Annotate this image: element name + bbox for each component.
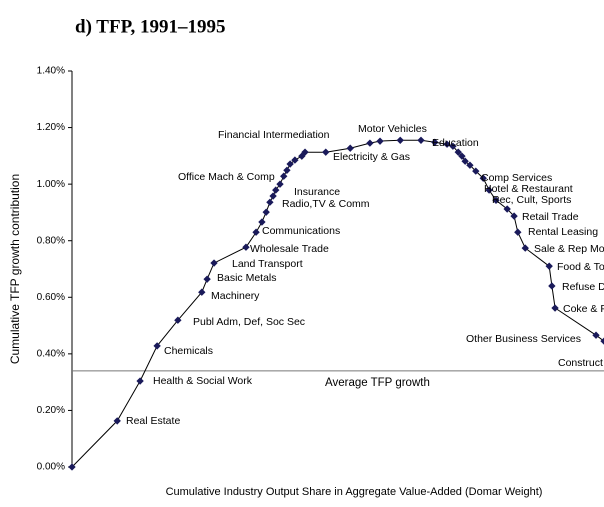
annotation: Chemicals <box>164 345 213 357</box>
annotation: Electricity & Gas <box>333 151 410 163</box>
annotation: Basic Metals <box>217 272 277 284</box>
annotation: Other Business Services <box>466 333 581 345</box>
annotation: Rental Leasing <box>528 226 598 238</box>
annotation: Insurance <box>294 186 340 198</box>
point <box>174 316 182 324</box>
point <box>376 137 384 145</box>
point <box>366 139 374 147</box>
point <box>203 275 211 283</box>
point <box>242 243 250 251</box>
point <box>503 205 511 213</box>
annotation: Machinery <box>211 290 260 302</box>
point <box>458 152 466 160</box>
point <box>510 212 518 220</box>
point <box>276 180 284 188</box>
point <box>262 208 270 216</box>
point <box>545 262 553 270</box>
annotation: Sale & Rep Motor V <box>534 243 604 255</box>
annotation: Hotel & Restaurant <box>484 183 573 195</box>
y-tick-label: 0.40% <box>37 348 65 359</box>
point <box>346 144 354 152</box>
point <box>600 337 604 345</box>
point <box>210 259 218 267</box>
annotation: Motor Vehicles <box>358 123 427 135</box>
y-axis-label: Cumulative TFP growth contribution <box>8 174 22 364</box>
point <box>396 136 404 144</box>
average-label: Average TFP growth <box>325 377 430 389</box>
y-tick-label: 0.80% <box>37 235 65 246</box>
y-tick-label: 1.40% <box>37 66 65 77</box>
point <box>322 148 330 156</box>
point <box>592 331 600 339</box>
y-tick-label: 1.20% <box>37 122 65 133</box>
annotation: Radio,TV & Comm <box>282 198 370 210</box>
y-tick-label: 0.60% <box>37 292 65 303</box>
point <box>283 166 291 174</box>
point <box>266 198 274 206</box>
point <box>492 196 500 204</box>
y-tick-label: 1.00% <box>37 179 65 190</box>
y-tick-label: 0.20% <box>37 405 65 416</box>
annotation: Refuse Disp <box>562 281 604 293</box>
point <box>269 192 277 200</box>
annotation: Wholesale Trade <box>250 243 329 255</box>
y-tick-label: 0.00% <box>37 462 65 473</box>
point <box>417 136 425 144</box>
x-axis-label: Cumulative Industry Output Share in Aggr… <box>166 486 543 498</box>
annotation: Food & Tobac <box>557 261 604 273</box>
point <box>548 282 556 290</box>
point <box>258 218 266 226</box>
chart-title: d) TFP, 1991–1995 <box>75 16 225 37</box>
point <box>153 342 161 350</box>
annotation: Communications <box>262 225 340 237</box>
annotation: Health & Social Work <box>153 375 253 387</box>
annotation: Publ Adm, Def, Soc Sec <box>193 316 305 328</box>
annotation: Comp Services <box>481 172 552 184</box>
point <box>431 138 439 146</box>
point <box>521 244 529 252</box>
annotation: Coke & Petrole <box>563 303 604 315</box>
point <box>252 228 260 236</box>
annotation: Education <box>432 137 479 149</box>
point <box>280 172 288 180</box>
annotation: Rec, Cult, Sports <box>492 194 571 206</box>
point <box>461 157 469 165</box>
point <box>551 304 559 312</box>
point <box>136 377 144 385</box>
point <box>68 463 76 471</box>
annotation: Office Mach & Comp <box>178 171 275 183</box>
annotation: Retail Trade <box>522 211 579 223</box>
annotation: Land Transport <box>232 258 303 270</box>
annotation: Real Estate <box>126 415 180 427</box>
annotation: Financial Intermediation <box>218 129 330 141</box>
point <box>514 228 522 236</box>
point <box>113 417 121 425</box>
annotation: Construct <box>558 357 603 369</box>
